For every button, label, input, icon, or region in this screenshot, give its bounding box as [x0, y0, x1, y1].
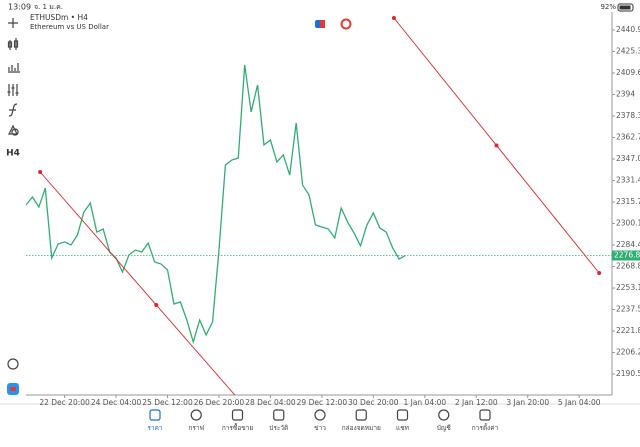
y2-tick-label: 2284.45 — [616, 240, 640, 249]
tab-label[interactable]: บัญชี — [437, 424, 452, 432]
x-tick-label: 29 Dec 12:00 — [297, 398, 348, 407]
y2-tick-label: 2409.65 — [616, 68, 640, 77]
price-line — [26, 64, 406, 345]
volume-tool[interactable] — [8, 63, 20, 73]
tab-label[interactable]: ข่าว — [314, 424, 326, 432]
x-tick-label: 24 Dec 04:00 — [91, 398, 142, 407]
timeframe-button[interactable]: H4 — [6, 149, 20, 159]
x-tick-label: 28 Dec 04:00 — [245, 398, 296, 407]
x-tick-label: 2 Jan 12:00 — [455, 398, 498, 407]
x-tick-label: 22 Dec 20:00 — [39, 398, 90, 407]
tab-label[interactable]: การซื้อขาย — [222, 423, 253, 432]
chart-title: ETHUSDm • H4 — [30, 13, 88, 22]
battery-level — [619, 5, 631, 10]
y2-tick-label: 2221.85 — [616, 326, 640, 335]
plot-area — [26, 15, 612, 395]
y2-tick-label: 2237.5 — [616, 305, 640, 314]
y2-tick-label: 2347.05 — [616, 154, 640, 163]
chart-type-tool[interactable] — [7, 38, 19, 50]
y2-tick-label: 2362.7 — [616, 133, 640, 142]
tab-icon[interactable] — [396, 409, 409, 421]
app-icon-inner — [10, 387, 16, 391]
objects-tool[interactable] — [8, 124, 19, 136]
tab-label[interactable]: ราคา — [147, 424, 162, 432]
tab-label[interactable]: แชท — [396, 424, 409, 432]
status-time: 13:09 — [8, 3, 31, 12]
chart-subtitle: Ethereum vs US Dollar — [30, 23, 109, 31]
tab-label[interactable]: กล่องจดหมาย — [342, 424, 381, 432]
y2-tick-label: 2268.8 — [616, 262, 640, 271]
indicators-tool[interactable] — [7, 84, 19, 96]
x-tick-label: 26 Dec 20:00 — [194, 398, 245, 407]
tab-label[interactable]: กราฟ — [188, 424, 204, 432]
left-toolbar — [7, 18, 20, 370]
tab-icon[interactable] — [273, 409, 285, 421]
current-price-label: 2276.84 — [614, 250, 640, 259]
x-tick-label: 25 Dec 12:00 — [142, 398, 193, 407]
tab-icon[interactable] — [190, 409, 202, 421]
search-tool[interactable] — [7, 358, 19, 370]
y2-tick-label: 2253.15 — [616, 283, 640, 292]
trendline-handle — [391, 15, 396, 20]
function-tool[interactable] — [8, 103, 18, 117]
current-price-box — [612, 250, 640, 261]
tab-icon[interactable] — [149, 409, 161, 421]
one-click-icon[interactable] — [340, 18, 352, 30]
trendline-handle — [38, 170, 43, 175]
y2-tick-label: 2190.55 — [616, 369, 640, 378]
x-tick-label: 5 Jan 04:00 — [558, 398, 601, 407]
buy-sell-icon-half — [320, 20, 325, 28]
y2-tick-label: 2440.95 — [616, 25, 640, 34]
y2-tick-label: 2394 — [616, 90, 635, 99]
trendline-handle — [597, 270, 602, 275]
trendline-mid-handle — [154, 303, 159, 308]
y2-tick-label: 2378.35 — [616, 111, 640, 120]
tab-icon[interactable] — [355, 409, 367, 421]
crosshair-tool[interactable] — [8, 18, 18, 28]
y2-tick-label: 2206.2 — [616, 348, 640, 357]
x-tick-label: 30 Dec 20:00 — [348, 398, 399, 407]
x-tick-label: 1 Jan 04:00 — [403, 398, 446, 407]
y2-tick-label: 2425.3 — [616, 47, 640, 56]
battery-icon — [617, 3, 634, 12]
trendline-mid-handle — [494, 143, 499, 148]
tab-icon[interactable] — [438, 409, 450, 421]
tab-label[interactable]: การตั้งค่า — [472, 423, 499, 432]
x-tick-label: 3 Jan 20:00 — [506, 398, 549, 407]
y2-tick-label: 2315.75 — [616, 197, 640, 206]
tab-icon[interactable] — [479, 409, 491, 421]
tab-icon[interactable] — [231, 409, 244, 421]
tab-label[interactable]: ประวัติ — [269, 424, 288, 432]
tab-icon[interactable] — [314, 409, 326, 421]
y2-tick-label: 2331.4 — [616, 176, 640, 185]
y2-tick-label: 2300.1 — [616, 219, 640, 228]
status-battery: 92% — [600, 3, 616, 11]
status-date: จ. 1 ม.ค. — [34, 3, 63, 11]
